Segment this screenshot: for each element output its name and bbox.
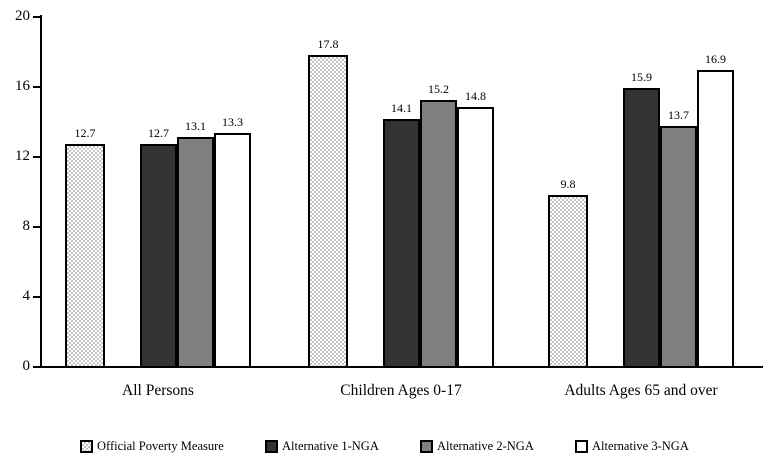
y-tick-label: 0 (22, 358, 31, 374)
bar (660, 126, 697, 368)
bar-value-label: 13.1 (185, 118, 206, 133)
bar (65, 143, 105, 368)
y-tick-mark (33, 86, 40, 88)
y-axis-line (40, 15, 42, 368)
bar-value-label: 16.9 (705, 52, 726, 67)
legend-swatch (80, 440, 93, 453)
y-tick-label: 12 (15, 148, 30, 164)
legend-swatch (265, 440, 278, 453)
x-axis-category-label: Adults Ages 65 and over (564, 382, 718, 399)
bar (623, 87, 660, 368)
bar-value-label: 12.7 (148, 125, 169, 140)
legend-item: Alternative 1-NGA (265, 440, 379, 453)
bar-value-label: 14.1 (391, 101, 412, 116)
y-tick-label: 16 (15, 78, 30, 94)
bar-value-label: 15.9 (631, 69, 652, 84)
x-axis-category-label: All Persons (122, 382, 194, 399)
bar (177, 136, 214, 368)
bar (457, 107, 494, 368)
bar-value-label: 14.8 (465, 89, 486, 103)
bar-value-label: 13.3 (222, 115, 243, 130)
bar (308, 54, 348, 368)
bar (214, 133, 251, 368)
legend-label: Alternative 1-NGA (282, 439, 379, 454)
bar-value-label: 9.8 (560, 176, 576, 191)
y-tick-label: 4 (22, 288, 31, 304)
legend-label: Official Poverty Measure (97, 439, 224, 454)
y-tick-mark (33, 296, 40, 298)
legend-item: Official Poverty Measure (80, 440, 224, 453)
bar (697, 70, 734, 368)
y-tick-mark (33, 156, 40, 158)
bar (420, 100, 457, 368)
legend-label: Alternative 2-NGA (437, 439, 534, 454)
legend-label: Alternative 3-NGA (592, 439, 689, 454)
bar-value-label: 12.7 (74, 125, 96, 140)
bar-value-label: 17.8 (317, 36, 339, 51)
legend-swatch (575, 440, 588, 453)
y-tick-label: 20 (15, 8, 30, 24)
y-tick-label: 8 (22, 218, 31, 234)
bar-value-label: 15.2 (428, 82, 449, 96)
y-tick-mark (33, 226, 40, 228)
y-tick-mark (33, 366, 40, 368)
legend-item: Alternative 2-NGA (420, 440, 534, 453)
y-tick-mark (33, 16, 40, 18)
legend-swatch (420, 440, 433, 453)
legend-item: Alternative 3-NGA (575, 440, 689, 453)
bar-value-label: 13.7 (668, 108, 689, 123)
bar (383, 119, 420, 368)
bar (548, 194, 588, 368)
bar (140, 143, 177, 368)
x-axis-category-label: Children Ages 0-17 (340, 382, 462, 399)
